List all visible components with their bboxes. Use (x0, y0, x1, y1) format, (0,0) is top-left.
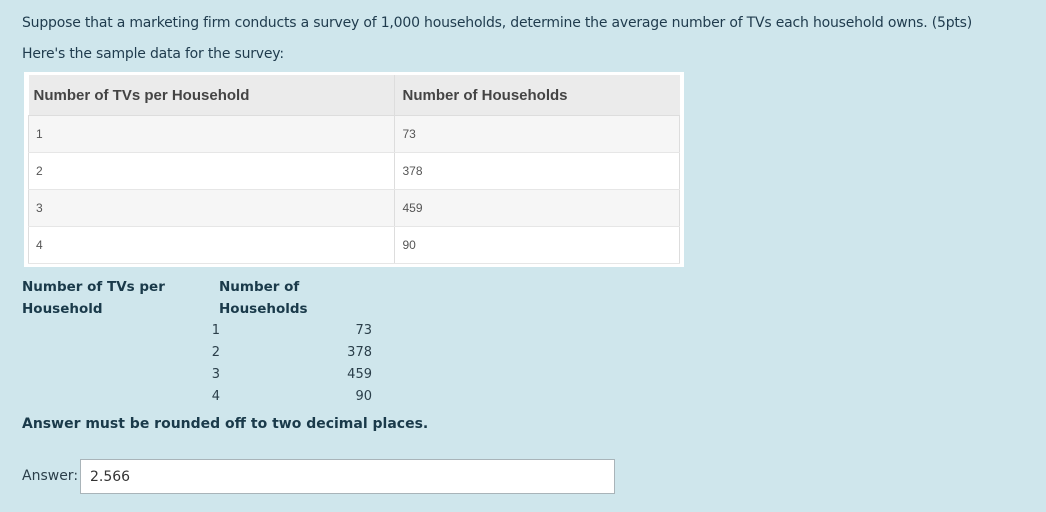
mini-table: Number of TVs per Household Number of Ho… (22, 276, 382, 406)
table-cell-households: 378 (393, 152, 680, 190)
table-cell-tvs: 3 (28, 189, 394, 227)
intro-text: Here's the sample data for the survey: (22, 46, 284, 62)
mini-cell-households: 90 (355, 389, 372, 404)
table-row: 2 378 (28, 152, 680, 190)
table-cell-households: 90 (393, 226, 680, 264)
mini-cell-tvs: 2 (211, 345, 220, 360)
table-cell-tvs: 4 (28, 226, 394, 264)
answer-label: Answer: (22, 468, 79, 484)
table-row: 3 459 (28, 189, 680, 227)
list-item: 2 378 (22, 342, 382, 364)
table-row: 1 73 (28, 115, 680, 153)
mini-header-tvs: Number of TVs per Household (22, 279, 165, 317)
list-item: 3 459 (22, 364, 382, 386)
rounding-note: Answer must be rounded off to two decima… (22, 416, 429, 432)
mini-cell-tvs: 4 (211, 389, 220, 404)
survey-table: Number of TVs per Household Number of Ho… (28, 75, 680, 264)
table-cell-tvs: 2 (28, 152, 394, 190)
header-tvs: Number of TVs per Household (28, 75, 394, 116)
table-cell-households: 459 (393, 189, 680, 227)
mini-cell-households: 459 (347, 367, 372, 382)
table-cell-tvs: 1 (28, 115, 394, 153)
mini-cell-households: 73 (355, 323, 372, 338)
question-text: Suppose that a marketing firm conducts a… (22, 15, 973, 31)
list-item: 1 73 (22, 320, 382, 342)
header-households: Number of Households (393, 75, 680, 116)
mini-cell-households: 378 (347, 345, 372, 360)
mini-cell-tvs: 3 (211, 367, 220, 382)
mini-cell-tvs: 1 (211, 323, 220, 338)
table-header-row: Number of TVs per Household Number of Ho… (28, 75, 680, 116)
table-cell-households: 73 (393, 115, 680, 153)
answer-input[interactable] (80, 459, 615, 494)
survey-table-container: Number of TVs per Household Number of Ho… (24, 72, 684, 267)
mini-header-households: Number of Households (219, 279, 308, 317)
table-row: 4 90 (28, 226, 680, 264)
list-item: 4 90 (22, 386, 382, 408)
